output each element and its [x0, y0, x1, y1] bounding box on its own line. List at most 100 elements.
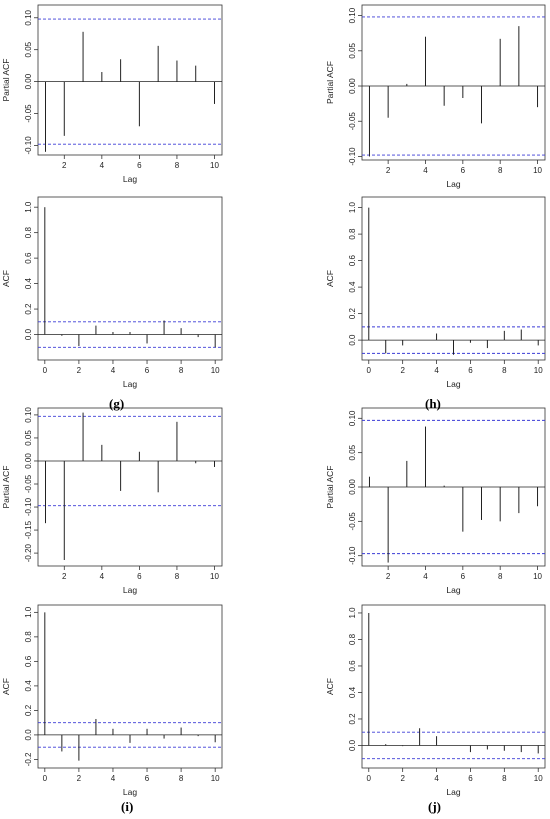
y-axis-title: ACF: [1, 270, 11, 287]
x-tick-label: 0: [367, 774, 372, 783]
x-tick-label: 10: [534, 774, 543, 783]
y-tick-label: 0.4: [348, 281, 357, 293]
x-tick-label: 2: [386, 572, 391, 581]
plot-frame: [37, 196, 223, 361]
y-tick-label: 1.0: [348, 607, 357, 619]
y-tick-label: 0.00: [24, 73, 33, 89]
x-tick-label: 2: [77, 366, 82, 375]
y-tick-label: -0.05: [24, 104, 33, 123]
y-tick-label: 0.05: [348, 444, 357, 460]
x-tick-label: 2: [62, 161, 67, 170]
x-tick-label: 8: [498, 166, 503, 175]
y-tick-label: 1.0: [348, 201, 357, 213]
y-axis-title: Partial ACF: [1, 59, 11, 102]
x-axis-title: Lag: [446, 179, 460, 189]
panel-label-g: (g): [109, 396, 125, 411]
y-tick-label: 0.05: [348, 42, 357, 58]
y-tick-label: 1.0: [24, 201, 33, 213]
y-tick-label: -0.10: [348, 546, 357, 565]
x-tick-label: 8: [175, 572, 180, 581]
y-tick-label: -0.05: [348, 112, 357, 131]
x-tick-label: 10: [534, 366, 543, 375]
y-axis-title: Partial ACF: [1, 466, 11, 509]
y-tick-label: -0.2: [24, 752, 33, 766]
x-tick-label: 10: [211, 366, 220, 375]
y-tick-label: -0.10: [24, 136, 33, 155]
x-axis-title: Lag: [446, 585, 460, 595]
chart-panel-3: 0 2 4 6 8 10 0.0 0.2 0.4 0.6 0.8 1.0 Lag ACF: [1, 196, 223, 389]
x-tick-label: 4: [434, 366, 439, 375]
y-tick-label: -0.20: [24, 543, 33, 562]
x-tick-label: 6: [461, 166, 466, 175]
x-axis-title: Lag: [123, 585, 137, 595]
x-tick-label: 10: [210, 572, 219, 581]
y-tick-label: 0.0: [348, 739, 357, 751]
x-tick-label: 10: [533, 166, 542, 175]
y-tick-label: 0.0: [24, 328, 33, 340]
y-tick-label: 0.10: [348, 7, 357, 23]
x-tick-label: 10: [211, 774, 220, 783]
x-tick-label: 2: [386, 166, 391, 175]
y-axis-title: ACF: [1, 678, 11, 695]
x-tick-label: 6: [137, 572, 142, 581]
y-tick-label: 0.4: [24, 277, 33, 289]
x-tick-label: 6: [468, 774, 473, 783]
x-tick-label: 4: [111, 366, 116, 375]
y-tick-label: 0.8: [348, 633, 357, 645]
y-tick-label: 0.05: [24, 41, 33, 57]
x-tick-label: 2: [62, 572, 67, 581]
y-tick-label: 0.2: [348, 308, 357, 320]
x-axis-title: Lag: [446, 379, 460, 389]
y-tick-label: 0.10: [24, 407, 33, 423]
y-axis-title: ACF: [325, 678, 335, 695]
y-axis-title: ACF: [325, 270, 335, 287]
x-tick-label: 4: [100, 161, 105, 170]
x-tick-label: 8: [179, 774, 184, 783]
plot-frame: [361, 196, 546, 361]
y-tick-label: 0.05: [24, 430, 33, 446]
panel-label-j: (j): [428, 799, 441, 814]
y-tick-label: 0.6: [348, 255, 357, 267]
y-tick-label: 0.0: [348, 334, 357, 346]
x-tick-label: 8: [498, 572, 503, 581]
y-tick-label: -0.10: [348, 147, 357, 166]
chart-panel-5: 2 4 6 8 10 -0.20 -0.15 -0.10 -0.05 0.00 0.05 0.10 La…: [1, 407, 223, 595]
plot-frame: [361, 604, 546, 769]
y-tick-label: 0.00: [348, 479, 357, 495]
chart-panel-2: 2 4 6 8 10 -0.10 -0.05 0.00 0.05 0.10 Lag Partial A…: [325, 4, 546, 189]
y-tick-label: 0.6: [24, 655, 33, 667]
x-tick-label: 4: [434, 774, 439, 783]
y-tick-label: 0.2: [24, 303, 33, 315]
chart-panel-7: 0 2 4 6 8 10 -0.2 0.0 0.2 0.4 0.6 0.8 1.0 Lag ACF: [1, 604, 223, 797]
plot-frame: [37, 407, 223, 567]
x-tick-label: 6: [468, 366, 473, 375]
x-tick-label: 8: [175, 161, 180, 170]
x-axis-title: Lag: [123, 379, 137, 389]
y-tick-label: 0.8: [24, 227, 33, 239]
y-tick-label: 1.0: [24, 606, 33, 618]
y-axis-title: Partial ACF: [325, 466, 335, 509]
y-tick-label: -0.05: [24, 474, 33, 493]
x-tick-label: 6: [145, 774, 150, 783]
x-tick-label: 2: [400, 366, 405, 375]
x-tick-label: 10: [533, 572, 542, 581]
y-tick-label: 0.2: [348, 713, 357, 725]
x-tick-label: 8: [179, 366, 184, 375]
y-tick-label: 0.00: [24, 453, 33, 469]
x-tick-label: 6: [145, 366, 150, 375]
panel-label-i: (i): [121, 799, 134, 814]
y-tick-label: -0.05: [348, 512, 357, 531]
y-tick-label: -0.10: [24, 497, 33, 516]
y-tick-label: 0.8: [348, 228, 357, 240]
y-tick-label: 0.4: [348, 686, 357, 698]
x-axis-title: Lag: [123, 174, 137, 184]
y-tick-label: 0.0: [24, 729, 33, 741]
plot-frame: [361, 4, 546, 161]
plot-frame: [37, 604, 223, 769]
x-tick-label: 0: [367, 366, 372, 375]
x-tick-label: 8: [502, 774, 507, 783]
chart-panel-1: 2 4 6 8 10 -0.10 -0.05 0.00 0.05 0.10 Lag Partial A…: [1, 4, 223, 184]
x-tick-label: 2: [400, 774, 405, 783]
panel-label-h: (h): [425, 396, 441, 411]
